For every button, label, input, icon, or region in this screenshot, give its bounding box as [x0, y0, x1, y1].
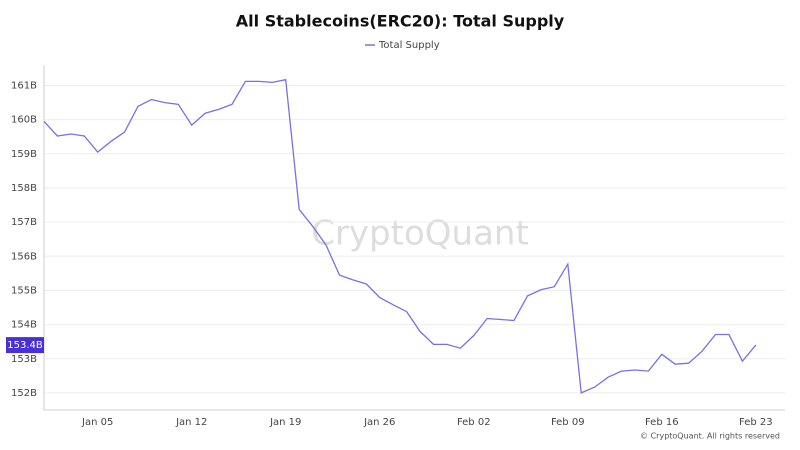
y-tick-label: 159B [11, 149, 37, 160]
y-tick-label: 160B [11, 115, 37, 126]
y-tick-label: 154B [11, 320, 37, 331]
watermark: CryptoQuant [311, 214, 529, 254]
x-tick-label: Jan 19 [269, 417, 301, 428]
x-tick-label: Feb 09 [551, 417, 585, 428]
chart-title: All Stablecoins(ERC20): Total Supply [236, 12, 565, 31]
y-tick-label: 153B [11, 354, 37, 365]
y-tick-label: 158B [11, 183, 37, 194]
line-series [43, 78, 757, 394]
x-tick-label: Feb 16 [645, 417, 679, 428]
footer: © CryptoQuant. All rights reserved [640, 432, 780, 441]
x-tick-label: Jan 26 [363, 417, 395, 428]
legend-label: Total Supply [378, 40, 440, 51]
y-tick-label: 152B [11, 388, 37, 399]
x-tick-label: Jan 12 [175, 417, 207, 428]
current-value-badge [6, 337, 44, 354]
y-tick-label: 155B [11, 285, 37, 296]
x-tick-label: Feb 02 [457, 417, 491, 428]
y-tick-label: 161B [11, 80, 37, 91]
current-value-label: 153.4B [7, 340, 43, 351]
y-tick-label: 156B [11, 251, 37, 262]
y-tick-label: 157B [11, 217, 37, 228]
x-tick-label: Jan 05 [81, 417, 113, 428]
x-tick-label: Feb 23 [739, 417, 773, 428]
